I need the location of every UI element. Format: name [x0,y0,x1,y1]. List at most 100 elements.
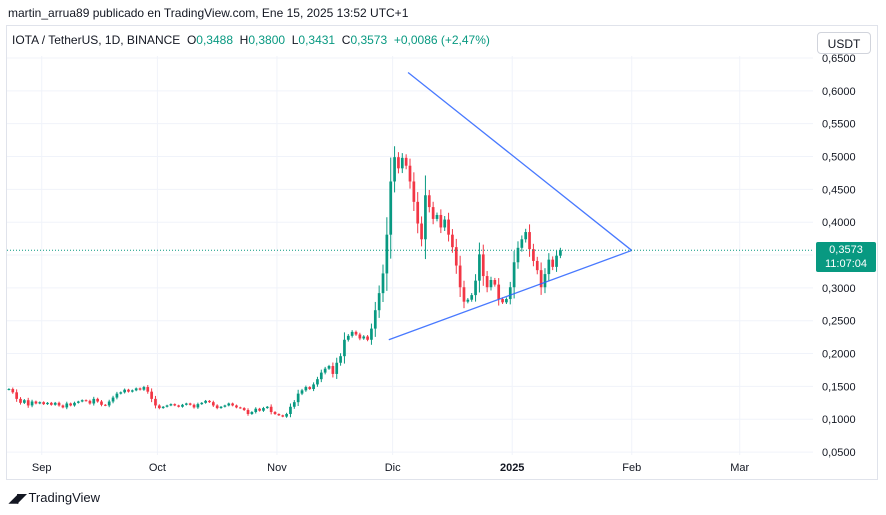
candle-body [130,390,134,392]
candle-body [34,401,38,404]
candle-body [49,402,53,405]
candle-body [524,232,528,240]
change-value: +0,0086 (+2,47%) [393,33,490,47]
symbol-label[interactable]: IOTA / TetherUS, 1D, BINANCE [12,33,181,47]
candle-body [343,339,346,357]
x-tick-label: Sep [32,462,52,474]
candle-body [169,404,173,406]
candle-body [23,400,26,403]
publisher-caption: martin_arrua89 publicado en TradingView.… [8,6,409,20]
candle-body [412,181,416,202]
candle-body [547,259,551,275]
chart-grid [7,56,813,455]
candle-body [408,165,412,182]
candle-body [516,247,520,263]
candle-body [181,404,184,407]
candles [7,146,562,418]
y-tick-label: 0,5000 [822,152,856,164]
candle-body [454,247,458,266]
candle-body [346,335,350,340]
candle-body [501,299,504,303]
tradingview-logo-text: TradingView [28,490,101,505]
candle-body [551,259,555,267]
candle-body [138,388,142,390]
candle-body [362,336,366,339]
x-tick-label: Feb [622,462,641,474]
open-value: 0,3488 [196,33,233,47]
candle-body [354,331,358,335]
candle-body [69,403,72,406]
y-tick-label: 0,0500 [822,447,856,459]
candle-body [485,276,489,288]
candle-body [350,331,354,336]
x-tick-label: Dic [385,462,401,474]
candle-body [508,287,512,300]
candle-body [42,402,45,405]
candle-body [400,157,404,169]
candle-body [377,293,381,311]
candle-body [559,250,562,256]
time-axis[interactable]: Sep Oct Nov Dic 2025 Feb Mar [32,462,750,474]
candle-body [370,328,373,340]
candle-body [327,366,331,369]
candle-body [462,287,466,302]
trendline [407,71,633,251]
candle-body [493,279,497,285]
candle-body [26,400,30,406]
y-tick-label: 0,5500 [822,119,856,131]
tradingview-logo-icon: ◢◤ [9,491,26,505]
candle-body [84,400,88,402]
candle-body [474,280,477,296]
candle-body [231,403,234,406]
y-tick-label: 0,4000 [822,217,856,229]
candle-body [262,408,265,411]
candle-body [439,214,443,228]
candle-body [296,393,300,403]
candle-body [157,405,161,409]
candle-body [154,398,157,406]
candle-body [447,219,450,235]
current-price-label: 0,3573 11:07:04 [816,242,876,272]
candle-body [173,404,177,406]
candle-body [424,195,427,240]
candle-body [543,274,547,288]
tradingview-logo[interactable]: ◢◤ TradingView [9,490,100,505]
candle-body [393,157,396,182]
candle-body [466,299,470,302]
candle-body [281,415,285,417]
candle-body [119,392,123,394]
candle-body [46,402,49,405]
candle-body [204,400,207,403]
candle-body [53,402,57,405]
candle-body [528,232,531,250]
low-label: L [291,33,299,47]
candle-body [92,398,96,404]
high-value: 0,3800 [248,33,286,47]
candle-body [142,387,146,390]
candle-body [57,402,61,406]
bar-countdown: 11:07:04 [824,258,867,270]
y-tick-label: 0,6500 [822,53,856,65]
candle-body [427,195,431,208]
candle-body [38,402,42,404]
current-price-value: 0,3573 [829,244,863,256]
candle-body [30,401,34,406]
candle-body [73,402,76,406]
y-tick-label: 0,1500 [822,381,856,393]
open-label: O [186,33,197,47]
candle-body [150,391,153,399]
candle-body [242,408,246,411]
candle-body [227,403,231,406]
x-tick-label: Oct [149,462,166,474]
candle-body [127,389,130,392]
candle-body [451,234,454,248]
y-tick-label: 0,6000 [822,86,856,98]
candle-body [76,401,80,403]
candle-body [389,181,393,235]
candle-body [165,405,169,407]
currency-button[interactable]: USDT [817,32,871,54]
candle-body [107,401,111,406]
candle-body [478,254,481,281]
candle-body [339,356,342,363]
